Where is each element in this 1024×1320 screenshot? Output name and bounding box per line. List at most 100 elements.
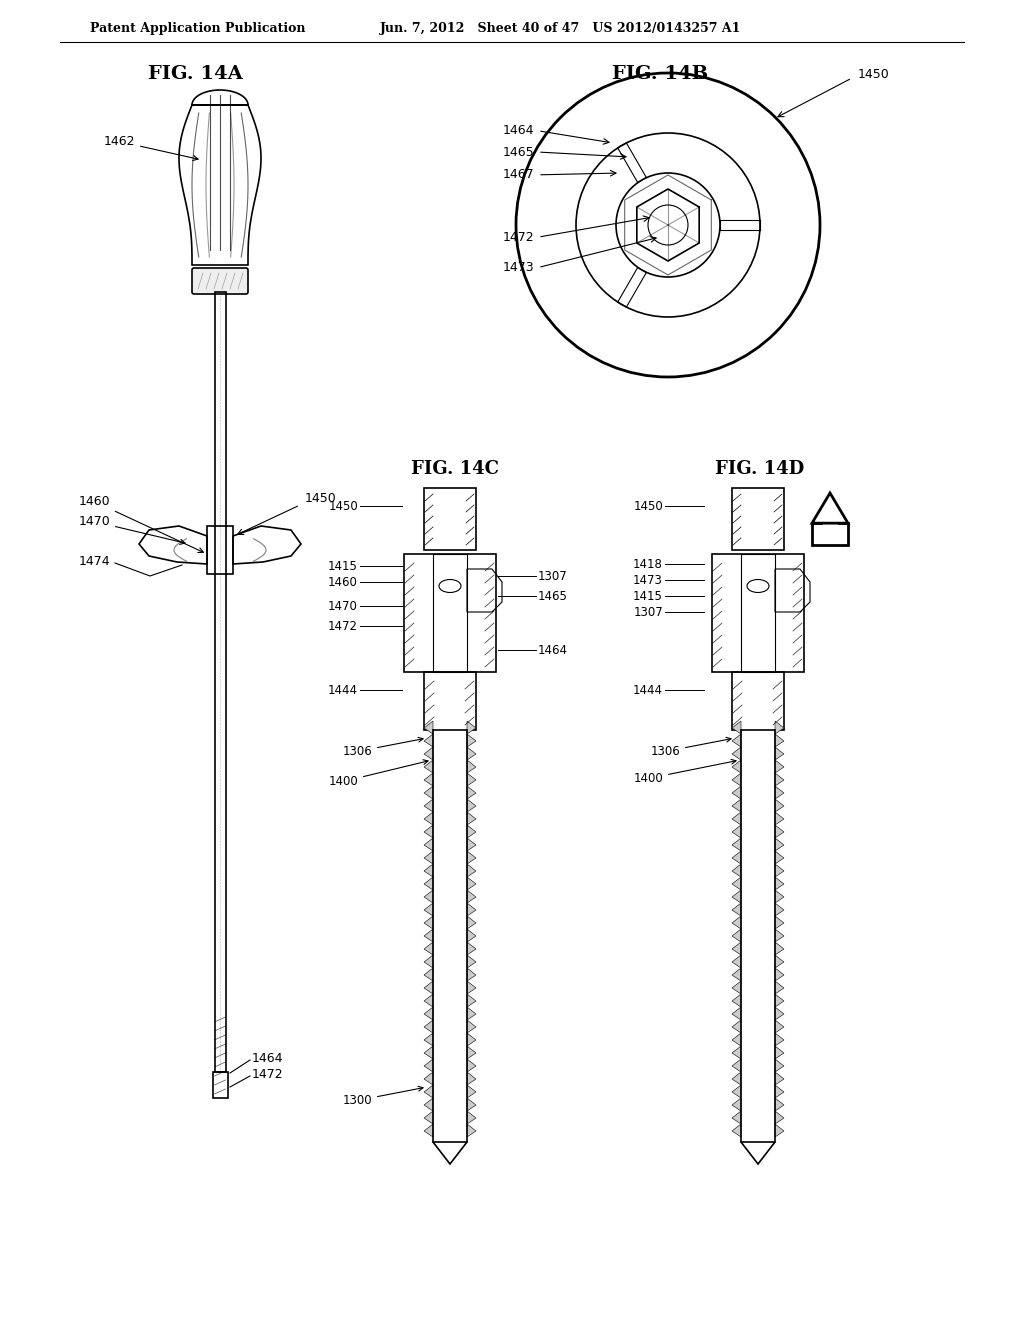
Polygon shape [775, 1085, 784, 1098]
Polygon shape [812, 513, 848, 545]
Text: 1415: 1415 [328, 560, 358, 573]
Polygon shape [775, 1034, 784, 1045]
Polygon shape [424, 1007, 433, 1020]
Polygon shape [424, 1059, 433, 1072]
Text: 1444: 1444 [633, 684, 663, 697]
Text: FIG. 14B: FIG. 14B [612, 65, 709, 83]
Bar [741, 554, 775, 672]
Text: 1464: 1464 [252, 1052, 284, 1065]
Polygon shape [732, 1085, 741, 1098]
Polygon shape [467, 774, 476, 785]
Polygon shape [424, 1020, 433, 1034]
Text: 1450: 1450 [329, 499, 358, 512]
Polygon shape [732, 865, 741, 876]
Polygon shape [424, 838, 433, 851]
Polygon shape [775, 1007, 784, 1020]
Polygon shape [424, 1045, 433, 1059]
Polygon shape [775, 734, 784, 747]
Text: 1470: 1470 [328, 599, 358, 612]
Polygon shape [424, 1098, 433, 1111]
Text: 1444: 1444 [328, 684, 358, 697]
Polygon shape [424, 825, 433, 838]
Polygon shape [467, 785, 476, 799]
Text: 1307: 1307 [633, 606, 663, 619]
Polygon shape [732, 734, 741, 747]
Bar [213, 1072, 227, 1098]
Polygon shape [732, 825, 741, 838]
Polygon shape [775, 1045, 784, 1059]
Polygon shape [467, 1045, 476, 1059]
Text: 1464: 1464 [503, 124, 534, 137]
Polygon shape [775, 903, 784, 916]
Polygon shape [424, 876, 433, 890]
Polygon shape [732, 929, 741, 942]
Polygon shape [424, 721, 433, 734]
Polygon shape [775, 954, 784, 968]
Polygon shape [775, 890, 784, 903]
Polygon shape [775, 1020, 784, 1034]
Text: FIG. 14D: FIG. 14D [716, 459, 805, 478]
Polygon shape [467, 994, 476, 1007]
Polygon shape [732, 785, 741, 799]
Text: 1306: 1306 [650, 738, 731, 758]
Polygon shape [424, 851, 433, 865]
Bar [424, 672, 476, 730]
Text: 1465: 1465 [503, 145, 534, 158]
Polygon shape [467, 1034, 476, 1045]
Text: 1464: 1464 [538, 644, 568, 656]
Polygon shape [424, 799, 433, 812]
Polygon shape [467, 929, 476, 942]
Polygon shape [467, 721, 476, 734]
Text: FIG. 14C: FIG. 14C [411, 459, 499, 478]
Polygon shape [775, 981, 784, 994]
Text: 1472: 1472 [328, 619, 358, 632]
Polygon shape [467, 812, 476, 825]
Polygon shape [424, 916, 433, 929]
Polygon shape [732, 1034, 741, 1045]
Polygon shape [775, 838, 784, 851]
Polygon shape [424, 1034, 433, 1045]
Polygon shape [732, 1125, 741, 1137]
Polygon shape [424, 994, 433, 1007]
Polygon shape [467, 1059, 476, 1072]
FancyBboxPatch shape [193, 268, 248, 294]
Polygon shape [467, 981, 476, 994]
Polygon shape [467, 760, 476, 774]
Polygon shape [467, 799, 476, 812]
Polygon shape [775, 825, 784, 838]
Polygon shape [732, 994, 741, 1007]
Polygon shape [775, 1098, 784, 1111]
Text: 1300: 1300 [342, 1086, 423, 1107]
Polygon shape [775, 785, 784, 799]
Polygon shape [424, 1111, 433, 1125]
Polygon shape [775, 747, 784, 760]
Text: 1465: 1465 [538, 590, 568, 602]
Polygon shape [775, 942, 784, 954]
Polygon shape [775, 812, 784, 825]
Polygon shape [424, 903, 433, 916]
Bar [207, 525, 233, 574]
Polygon shape [467, 916, 476, 929]
Polygon shape [775, 876, 784, 890]
Polygon shape [467, 851, 476, 865]
Polygon shape [424, 929, 433, 942]
Polygon shape [732, 1045, 741, 1059]
Polygon shape [732, 760, 741, 774]
Polygon shape [467, 734, 476, 747]
Polygon shape [732, 876, 741, 890]
Polygon shape [424, 760, 433, 774]
Polygon shape [424, 981, 433, 994]
Polygon shape [732, 812, 741, 825]
Bar [214, 292, 225, 1072]
Polygon shape [424, 1085, 433, 1098]
Polygon shape [424, 954, 433, 968]
Text: FIG. 14A: FIG. 14A [147, 65, 243, 83]
Text: 1306: 1306 [342, 738, 423, 758]
Text: 1400: 1400 [633, 759, 736, 785]
Polygon shape [732, 1111, 741, 1125]
Polygon shape [775, 1072, 784, 1085]
Bar [712, 554, 804, 672]
Text: 1450: 1450 [633, 499, 663, 512]
Polygon shape [424, 734, 433, 747]
Polygon shape [732, 1072, 741, 1085]
